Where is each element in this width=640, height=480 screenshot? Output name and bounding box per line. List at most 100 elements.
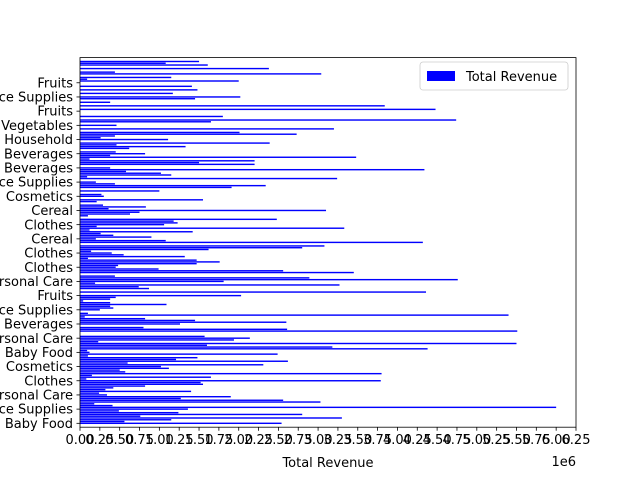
y-tick-label: Household — [4, 133, 73, 148]
y-tick-label: Fruits — [37, 105, 73, 120]
bar — [80, 408, 188, 410]
y-tick-label: Beverages — [4, 318, 73, 333]
bar — [80, 60, 200, 63]
bar — [80, 396, 231, 398]
bar — [80, 209, 327, 212]
bar — [80, 317, 146, 320]
bar — [80, 314, 509, 316]
bar — [80, 305, 111, 307]
bar — [80, 380, 381, 382]
bar — [80, 301, 111, 304]
bar — [80, 266, 116, 268]
bar — [80, 420, 125, 423]
bar — [80, 319, 196, 322]
x-tick-label: 0.75 — [125, 433, 154, 448]
bar — [80, 372, 382, 375]
legend: Total Revenue — [419, 61, 569, 91]
y-tick-label: Personal Care — [0, 275, 73, 290]
bar — [80, 247, 303, 249]
bar — [80, 200, 97, 203]
bar — [80, 158, 90, 160]
bar — [80, 392, 100, 394]
y-tick-label: Fruits — [37, 289, 73, 304]
x-tick-label: 3.75 — [363, 433, 392, 448]
bar — [80, 250, 92, 252]
bar — [80, 181, 96, 183]
bar-group — [80, 60, 557, 425]
bar — [80, 312, 88, 315]
bar — [80, 183, 115, 185]
bar — [80, 346, 333, 348]
bar — [80, 397, 181, 400]
x-tick-label: 2.75 — [284, 433, 313, 448]
bar — [80, 381, 201, 384]
bar — [80, 341, 99, 343]
bar — [80, 378, 87, 380]
bar — [80, 376, 211, 378]
bar — [80, 119, 457, 121]
bar — [80, 78, 88, 80]
bar — [80, 337, 250, 339]
y-tick-label: Vegetables — [1, 119, 73, 134]
bar — [80, 261, 220, 263]
x-tick-label: 6.25 — [562, 433, 591, 448]
bar — [80, 287, 150, 290]
bar — [80, 339, 234, 341]
bar — [80, 218, 277, 221]
bar — [80, 371, 126, 373]
bar — [80, 388, 106, 391]
x-tick-label: 0.25 — [85, 433, 114, 448]
x-tick-label: 3.25 — [323, 433, 352, 448]
bar — [80, 262, 197, 265]
bar — [80, 335, 205, 338]
bar — [80, 385, 146, 387]
bar — [80, 231, 193, 233]
bar — [80, 142, 270, 144]
x-tick-label: 5.75 — [522, 433, 551, 448]
bar — [80, 62, 166, 64]
bar — [80, 411, 179, 414]
bar — [80, 362, 128, 364]
x-axis-ticks: 0.000.250.500.751.001.251.501.752.002.25… — [66, 427, 591, 448]
bar — [80, 147, 130, 150]
x-tick-label: 1.25 — [165, 433, 194, 448]
x-tick-label: 4.50 — [423, 433, 452, 448]
bar — [80, 403, 95, 405]
bar — [80, 190, 160, 192]
x-tick-label: 1.00 — [145, 433, 174, 448]
x-tick-label: 5.50 — [502, 433, 531, 448]
bar — [80, 73, 322, 75]
bar — [80, 358, 177, 361]
axes-frame — [79, 57, 577, 428]
bar — [80, 137, 101, 139]
bar — [80, 131, 240, 134]
bar — [80, 309, 100, 311]
bar — [80, 223, 165, 226]
bar — [80, 204, 104, 206]
bar — [80, 328, 288, 331]
bar — [80, 268, 159, 270]
bar — [80, 101, 111, 103]
bar — [80, 133, 297, 135]
bar — [80, 248, 209, 251]
bar — [80, 365, 161, 368]
bar — [80, 76, 172, 79]
x-tick-label: 2.00 — [224, 433, 253, 448]
y-tick-label: Clothes — [24, 374, 73, 389]
bar — [80, 232, 101, 235]
x-axis-label: Total Revenue — [281, 456, 373, 471]
bar — [80, 234, 114, 237]
bar — [80, 199, 204, 201]
bar — [80, 121, 211, 123]
y-tick-label: Cosmetics — [6, 190, 73, 205]
y-tick-label: Clothes — [24, 218, 73, 233]
bar — [80, 161, 200, 164]
bar — [80, 236, 152, 238]
legend-swatch — [427, 71, 455, 81]
bar — [80, 326, 144, 329]
bar — [80, 170, 127, 173]
bar — [80, 138, 169, 141]
bar — [80, 399, 284, 401]
x-tick-label: 4.00 — [383, 433, 412, 448]
bar — [80, 71, 115, 73]
